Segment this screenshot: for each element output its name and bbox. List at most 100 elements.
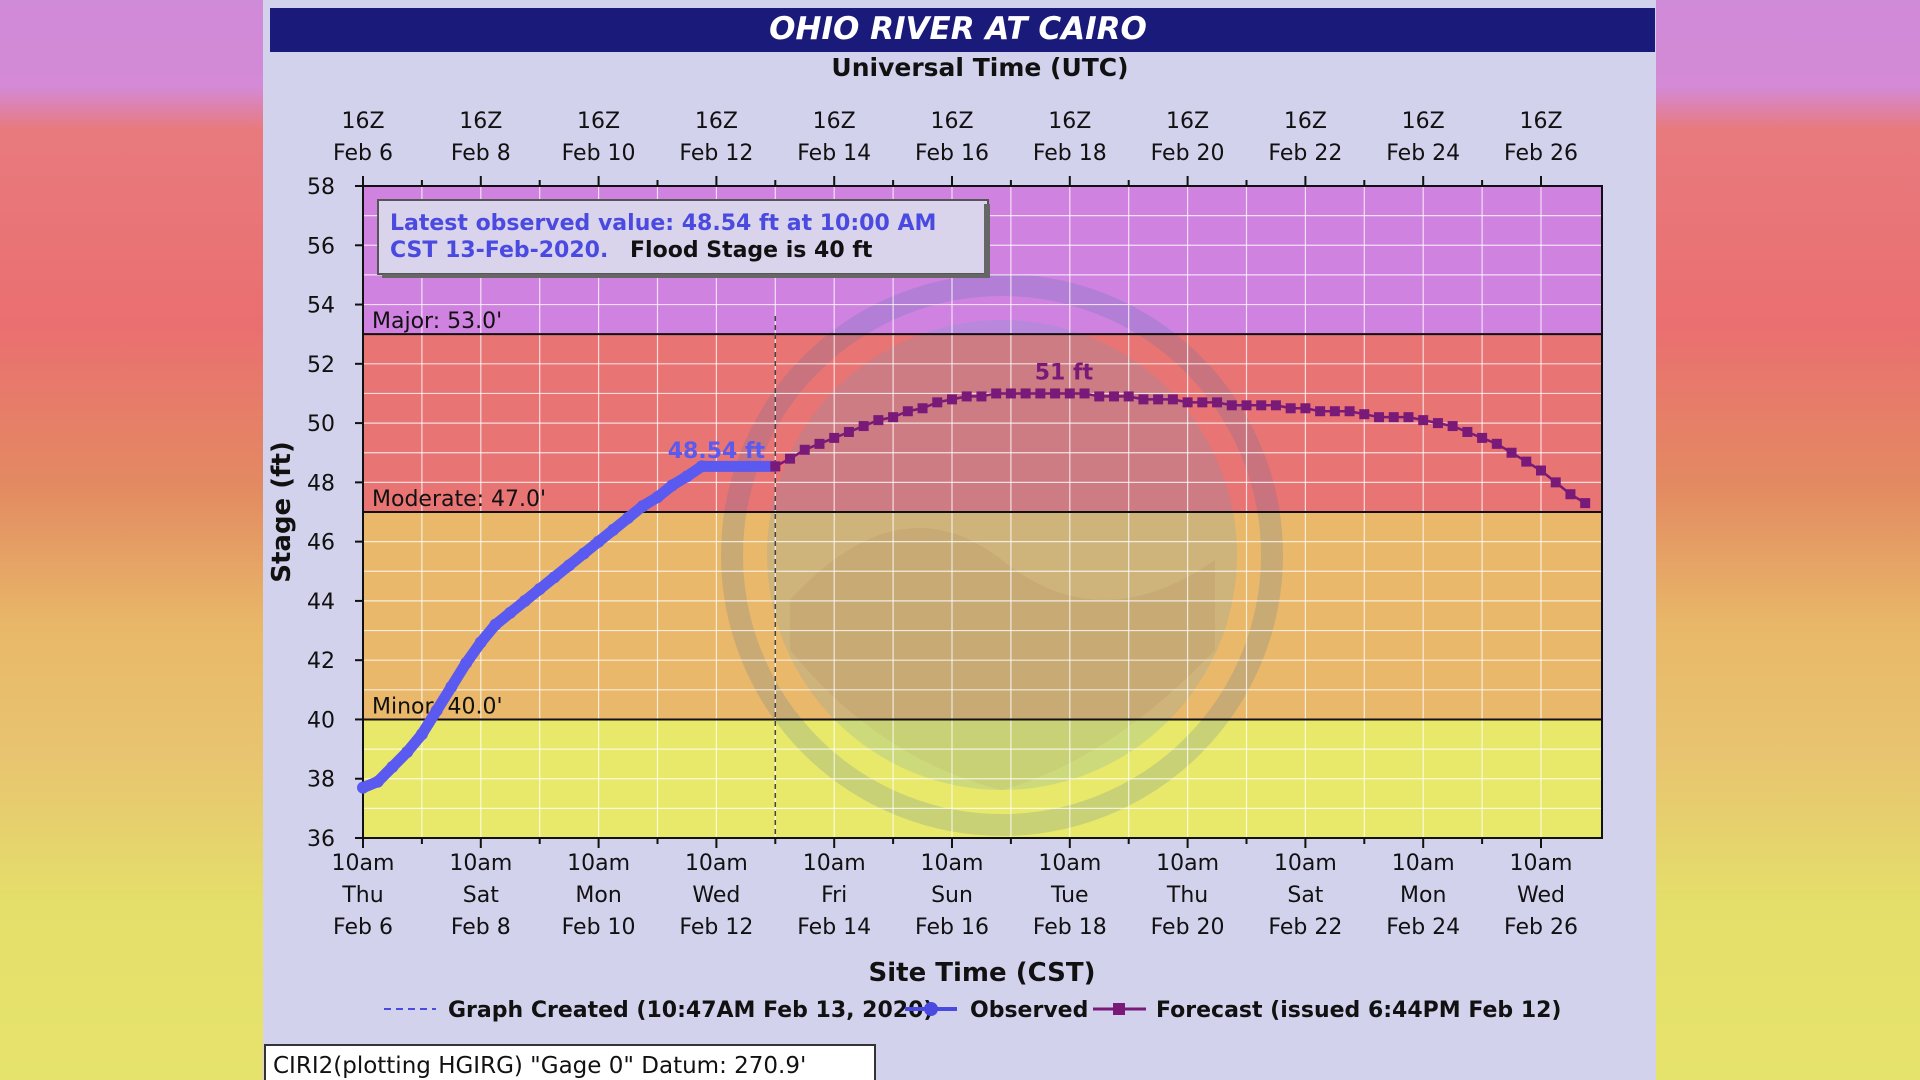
top-tick-label-date: Feb 22 <box>1268 141 1342 166</box>
top-tick-label-date: Feb 16 <box>915 141 989 166</box>
observed-point <box>357 781 369 794</box>
y-tick-label: 46 <box>307 531 335 556</box>
bottom-tick-label-time: 10am <box>1156 851 1219 876</box>
forecast-point <box>1241 400 1252 411</box>
top-tick-label-time: 16Z <box>930 109 973 134</box>
bottom-tick-label-date: Feb 10 <box>562 915 636 940</box>
forecast-point <box>1536 465 1546 476</box>
observed-point <box>680 470 693 483</box>
peak-label: 51 ft <box>1035 360 1094 385</box>
observed-point <box>401 746 414 759</box>
forecast-point <box>888 412 899 423</box>
observed-point <box>533 583 546 596</box>
info-line-1: Latest observed value: 48.54 ft at 10:00… <box>390 211 936 236</box>
observed-point <box>430 704 443 717</box>
legend-forecast: Forecast (issued 6:44PM Feb 12) <box>1156 998 1562 1023</box>
forecast-point <box>1550 477 1561 488</box>
forecast-point <box>1374 412 1385 423</box>
latest-label: 48.54 ft <box>668 439 766 464</box>
info-line-2: CST 13-Feb-2020. Flood Stage is 40 ft <box>390 238 873 263</box>
forecast-point <box>961 391 972 402</box>
y-tick-label: 58 <box>307 175 335 200</box>
y-tick-label: 42 <box>307 649 335 674</box>
top-tick-label-date: Feb 14 <box>797 141 871 166</box>
y-tick-label: 40 <box>307 708 335 733</box>
datum-footer: CIRI2(plotting HGIRG) "Gage 0" Datum: 27… <box>264 1044 876 1080</box>
forecast-point <box>1300 403 1311 414</box>
forecast-point <box>1521 456 1532 467</box>
y-axis-label: Stage (ft) <box>267 441 297 583</box>
bottom-tick-label-date: Feb 6 <box>333 915 393 940</box>
bottom-tick-label-time: 10am <box>332 851 395 876</box>
forecast-point <box>858 421 869 432</box>
forecast-point <box>1182 397 1193 408</box>
forecast-point <box>991 388 1002 399</box>
bottom-tick-label-date: Feb 20 <box>1151 915 1225 940</box>
band-minor <box>363 512 1602 720</box>
forecast-point <box>1403 412 1414 423</box>
bottom-tick-label-time: 10am <box>567 851 630 876</box>
top-tick-label-time: 16Z <box>1284 109 1327 134</box>
top-tick-label-date: Feb 26 <box>1504 141 1578 166</box>
forecast-point <box>1123 391 1134 402</box>
bottom-tick-label-time: 10am <box>1274 851 1337 876</box>
forecast-point <box>902 406 913 417</box>
forecast-point <box>976 391 987 402</box>
bottom-tick-label-date: Feb 24 <box>1386 915 1460 940</box>
forecast-point <box>1226 400 1237 411</box>
forecast-point <box>1079 388 1090 399</box>
legend-forecast-marker <box>1113 1003 1125 1015</box>
forecast-point <box>1108 391 1119 402</box>
forecast-point <box>1462 426 1473 437</box>
forecast-point <box>947 394 957 405</box>
forecast-point <box>799 444 810 455</box>
y-tick-label: 52 <box>307 353 335 378</box>
bottom-tick-label-day: Mon <box>1400 883 1446 908</box>
observed-point <box>548 571 561 584</box>
bottom-tick-label-time: 10am <box>1038 851 1101 876</box>
plot-frame <box>362 185 1603 839</box>
forecast-point <box>1580 498 1591 509</box>
forecast-point <box>1388 412 1399 423</box>
bottom-tick-label-day: Wed <box>692 883 740 908</box>
observed-point <box>622 511 635 524</box>
top-tick-label-time: 16Z <box>1519 109 1562 134</box>
top-axis-title: Universal Time (UTC) <box>831 53 1128 82</box>
observed-point <box>651 491 664 504</box>
y-tick-label: 54 <box>307 294 335 319</box>
forecast-point <box>1050 388 1061 399</box>
forecast-point <box>1491 438 1502 449</box>
observed-point <box>695 460 708 473</box>
info-line-2b: Flood Stage is 40 ft <box>630 238 873 263</box>
top-axis: 16Z Feb 6 16Z Feb 8 16Z Feb 10 16Z Feb 12 16Z Feb… <box>333 109 1578 186</box>
observed-point <box>445 680 458 693</box>
bottom-tick-label-time: 10am <box>921 851 984 876</box>
forecast-point <box>770 461 781 472</box>
bottom-tick-label-date: Feb 14 <box>797 915 871 940</box>
y-tick-label: 50 <box>307 412 335 437</box>
bottom-tick-label-time: 10am <box>1510 851 1573 876</box>
bottom-tick-label-date: Feb 12 <box>679 915 753 940</box>
forecast-point <box>1565 489 1576 500</box>
observed-point <box>577 547 590 560</box>
observed-point <box>460 657 473 670</box>
bottom-tick-label-time: 10am <box>803 851 866 876</box>
forecast-point <box>917 403 928 414</box>
forecast-point <box>1285 403 1296 414</box>
forecast-point <box>1344 406 1355 417</box>
top-tick-label-date: Feb 8 <box>451 141 511 166</box>
bottom-tick-label-day: Tue <box>1050 883 1089 908</box>
observed-point <box>415 728 428 741</box>
observed-point <box>474 636 487 649</box>
observed-point <box>666 479 679 492</box>
top-tick-label-time: 16Z <box>1402 109 1445 134</box>
top-tick-label-time: 16Z <box>813 109 856 134</box>
bottom-tick-label-day: Sun <box>931 883 973 908</box>
y-tick-label: 38 <box>307 768 335 793</box>
legend: Graph Created (10:47AM Feb 13, 2020) Obs… <box>384 998 1562 1023</box>
latest-value-box: Latest observed value: 48.54 ft at 10:00… <box>377 199 990 278</box>
forecast-point <box>829 432 840 443</box>
info-line-2a: CST 13-Feb-2020. <box>390 238 608 263</box>
forecast-point <box>1094 391 1105 402</box>
